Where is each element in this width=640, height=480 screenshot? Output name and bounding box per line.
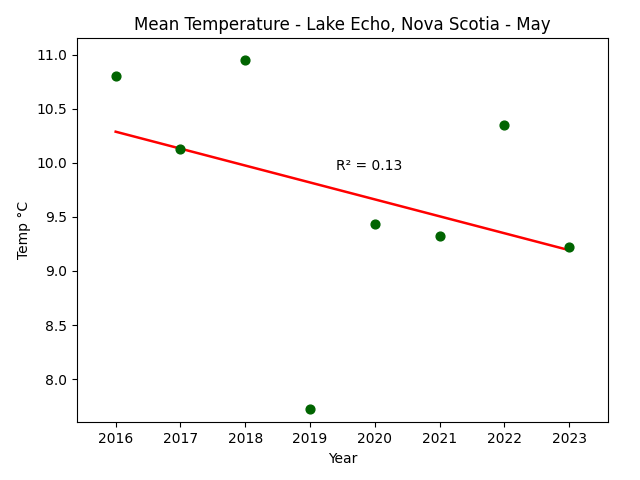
Point bbox=[305, 406, 315, 413]
Point bbox=[370, 221, 380, 228]
Point bbox=[240, 56, 250, 64]
Point bbox=[175, 145, 186, 153]
Y-axis label: Temp °C: Temp °C bbox=[17, 201, 31, 260]
Text: R² = 0.13: R² = 0.13 bbox=[336, 159, 402, 173]
Point bbox=[435, 232, 445, 240]
X-axis label: Year: Year bbox=[328, 452, 357, 466]
Point bbox=[111, 72, 121, 80]
Title: Mean Temperature - Lake Echo, Nova Scotia - May: Mean Temperature - Lake Echo, Nova Scoti… bbox=[134, 16, 550, 34]
Point bbox=[499, 121, 509, 129]
Point bbox=[564, 243, 574, 251]
